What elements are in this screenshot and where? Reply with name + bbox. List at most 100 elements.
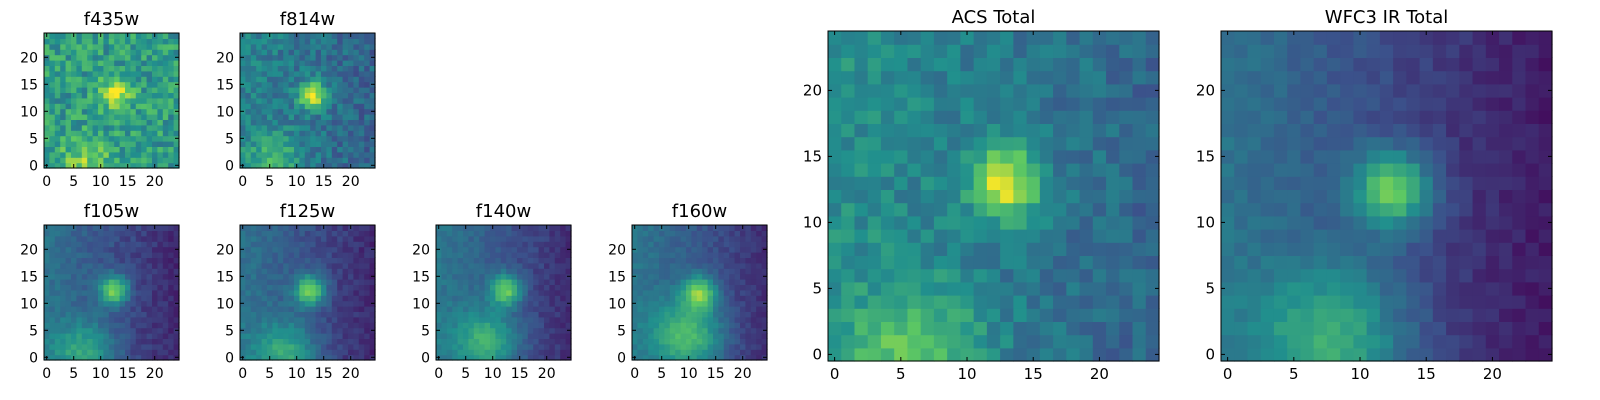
heatmap-cell [1366,242,1381,256]
heatmap-cell [294,65,300,72]
heatmap-cell [87,33,94,39]
heatmap-cell [369,114,376,120]
heatmap-cell [867,229,882,243]
heatmap-cell [933,202,948,217]
heatmap-cell [1525,189,1540,204]
heatmap-cell [157,135,164,142]
heatmap-cell [54,268,61,275]
heatmap-cell [986,176,1001,190]
heatmap-cell [288,162,295,169]
heatmap-cell [130,252,137,258]
heatmap-cell [1119,189,1134,204]
heatmap-cell [353,92,360,99]
heatmap-cell [446,311,453,318]
heatmap-cell [1119,31,1134,45]
heatmap-cell [1353,295,1368,309]
heatmap-cell [157,354,164,361]
heatmap-cell [44,65,50,72]
heatmap-cell [828,189,842,204]
heatmap-cell [353,162,360,169]
heatmap-cell [745,333,752,339]
heatmap-cell [642,284,649,291]
heatmap-cell [272,279,279,285]
heatmap-cell [696,343,703,350]
heatmap-cell [261,108,268,115]
heatmap-cell [538,327,545,334]
heatmap-cell [669,235,676,242]
heatmap-cell [256,38,263,45]
heatmap-cell [348,54,354,61]
heatmap-cell [119,225,126,231]
heatmap-cell [294,284,300,291]
heatmap-cell [490,279,496,285]
heatmap-cell [310,343,317,350]
heatmap-cell [272,97,279,104]
heatmap-cell [756,343,763,350]
heatmap-cell [348,349,354,356]
heatmap-cell [162,65,169,72]
heatmap-cell [446,289,453,296]
heatmap-cell [369,343,376,350]
heatmap-cell [130,295,137,302]
heatmap-cell [288,289,295,296]
heatmap-cell [348,119,354,126]
heatmap-cell [81,246,88,253]
heatmap-cell [92,38,99,45]
heatmap-cell [511,235,518,242]
heatmap-cell [1013,347,1028,362]
heatmap-cell [108,225,115,231]
heatmap-cell [637,333,644,339]
heatmap-cell [358,124,365,131]
heatmap-cell [261,65,268,72]
heatmap-cell [71,252,77,258]
heatmap-cell [648,338,655,345]
heatmap-cell [81,322,88,329]
heatmap-cell [723,354,730,361]
heatmap-cell [1287,255,1302,270]
heatmap-cell [756,300,763,307]
heatmap-cell [342,327,349,334]
heatmap-cell [1379,242,1394,256]
heatmap-cell [98,70,104,77]
heatmap-cell [152,124,158,131]
x-tick-label: 20 [1090,365,1109,383]
heatmap-cell [261,306,268,312]
heatmap-cell [310,257,317,264]
heatmap-cell [642,273,649,280]
heatmap-cell [680,306,687,312]
heatmap-cell [653,241,660,248]
heatmap-cell [986,136,1001,151]
heatmap-cell [65,135,72,142]
heatmap-cell [92,92,99,99]
heatmap-cell [92,235,99,242]
heatmap-cell [1079,189,1094,204]
heatmap-cell [162,327,169,334]
heatmap-cell [960,163,975,177]
heatmap-cell [294,49,300,56]
heatmap-cell [1353,347,1368,362]
heatmap-cell [468,306,475,312]
heatmap-cell [358,322,365,329]
heatmap-cell [517,349,523,356]
heatmap-cell [152,333,158,339]
heatmap-cell [1353,215,1368,230]
heatmap-cell [1119,83,1134,98]
heatmap-cell [1326,215,1341,230]
heatmap-cell [653,230,660,237]
heatmap-cell [1145,229,1160,243]
heatmap-cell [240,284,246,291]
heatmap-cell [240,235,246,242]
heatmap-cell [364,327,371,334]
heatmap-cell [446,338,453,345]
heatmap-cell [894,268,909,283]
heatmap-cell [1432,321,1447,336]
heatmap-cell [256,92,263,99]
heatmap-cell [321,49,327,56]
heatmap-cell [947,123,961,138]
heatmap-cell [337,349,344,356]
heatmap-cell [718,257,725,264]
heatmap-cell [146,338,153,345]
heatmap-cell [702,349,709,356]
heatmap-cell [261,81,268,88]
heatmap-cell [135,333,142,339]
